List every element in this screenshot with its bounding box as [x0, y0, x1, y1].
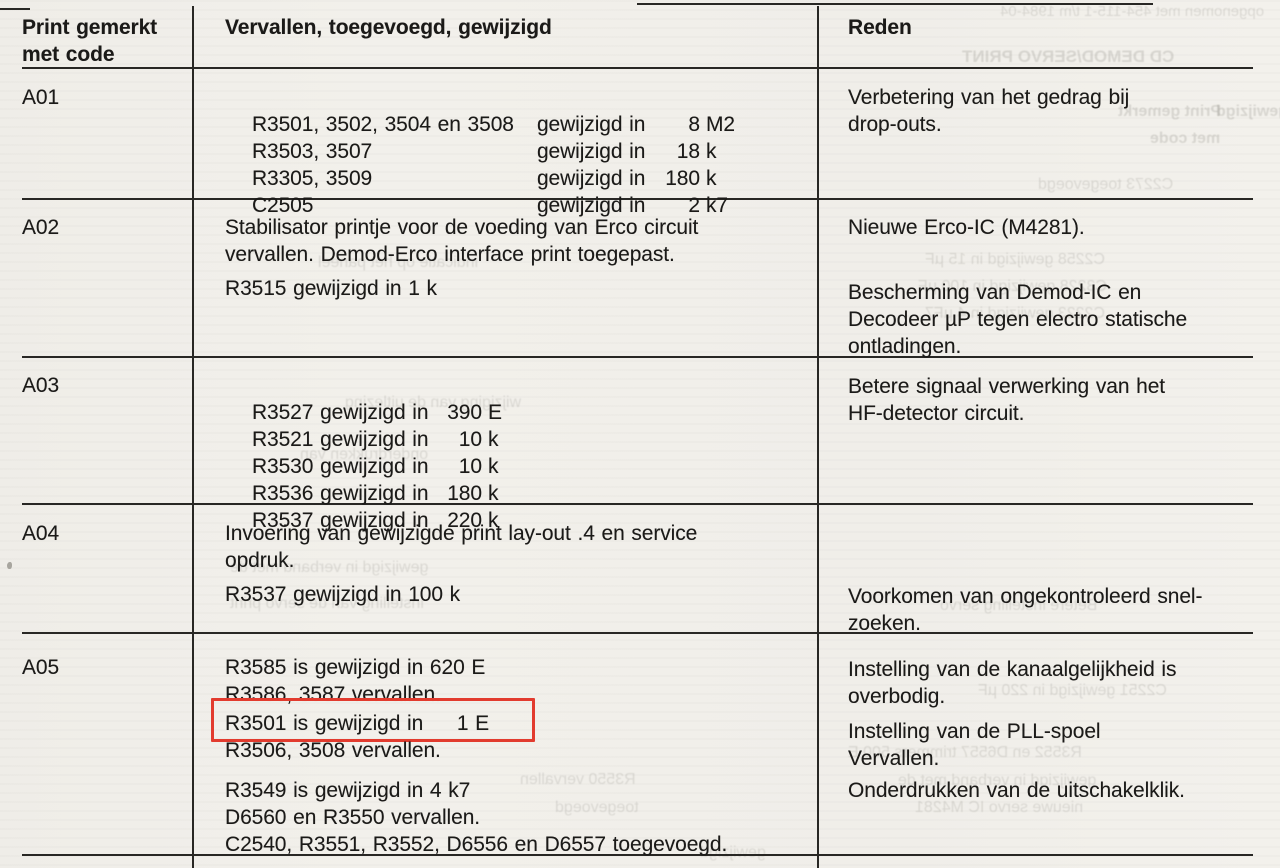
value-unit: k	[705, 140, 717, 163]
value-number: 18	[676, 140, 700, 163]
table-edge-fragment	[637, 3, 1153, 5]
value-number: 2	[688, 194, 700, 217]
row-divider	[22, 503, 1253, 505]
change-line: R3549 is gewijzigd in 4 k7	[225, 779, 471, 802]
value-number: 180	[665, 167, 700, 190]
change-action: gewijzigd in	[536, 113, 646, 136]
part-ref: C2505	[251, 194, 314, 217]
change-action: gewijzigd in	[536, 194, 646, 217]
part-ref: R3501, 3502, 3504 en 3508	[251, 113, 514, 136]
value-unit: k	[487, 509, 499, 532]
row-code: A04	[22, 522, 60, 545]
value-number: 10	[458, 428, 482, 451]
highlight-box	[211, 698, 535, 742]
reason-line: Decodeer µP tegen electro statische	[848, 308, 1188, 331]
value-unit: k7	[705, 194, 728, 217]
reason-line: Betere signaal verwerking van het	[848, 375, 1166, 398]
reason-line: zoeken.	[848, 612, 921, 635]
value-unit: k	[487, 428, 499, 451]
part-ref: R3537 gewijzigd in	[251, 509, 429, 532]
column-header-code: met code	[22, 43, 115, 66]
bleedthrough-text: R3550 vervallen	[520, 771, 636, 788]
value-number: 10	[458, 455, 482, 478]
part-ref: R3527 gewijzigd in	[251, 401, 429, 424]
row-code: A03	[22, 374, 60, 397]
column-header-changes: Vervallen, toegevoegd, gewijzigd	[225, 16, 552, 39]
bleedthrough-text: opgenomen met 454-115-1 t/m 1984-04	[1000, 3, 1265, 20]
reason-line: Instelling van de kanaalgelijkheid is	[848, 658, 1177, 681]
row-code: A05	[22, 656, 60, 679]
value-number: 220	[447, 509, 482, 532]
bleedthrough-text: CD DEMOD/SERVO PRINT	[962, 47, 1175, 66]
part-ref: R3536 gewijzigd in	[251, 482, 429, 505]
column-header-code: Print gemerkt	[22, 16, 158, 39]
bleedthrough-text: gewijzigd	[1216, 103, 1280, 120]
change-line: R3585 is gewijzigd in 620 E	[225, 656, 486, 679]
change-line: R3305, 3509 gewijzigd in 180 k	[225, 138, 717, 219]
reason-line: Onderdrukken van de uitschakelklik.	[848, 779, 1185, 802]
bleedthrough-text: toegevoegd	[555, 799, 639, 816]
reason-line: overbodig.	[848, 685, 946, 708]
part-ref: R3503, 3507	[251, 140, 373, 163]
change-line: Stabilisator printje voor de voeding van…	[225, 216, 699, 239]
part-ref: R3521 gewijzigd in	[251, 428, 429, 451]
change-line: Invoering van gewijzigde print lay-out .…	[225, 522, 698, 545]
change-line: opdruk.	[225, 549, 295, 572]
scan-artifact	[7, 562, 12, 569]
bleedthrough-text: met code	[1150, 130, 1221, 147]
value-unit: k	[705, 167, 717, 190]
change-line: C2505 gewijzigd in 2 k7	[225, 165, 728, 246]
change-line: vervallen. Demod-Erco interface print to…	[225, 243, 675, 266]
column-divider	[192, 6, 194, 868]
change-line: R3530 gewijzigd in 10 k	[225, 426, 499, 507]
change-line: R3537 gewijzigd in 100 k	[225, 583, 461, 606]
change-line: D6560 en R3550 vervallen.	[225, 806, 481, 829]
reason-line: HF-detector circuit.	[848, 402, 1025, 425]
bleedthrough-text: C2251 gewijzigd in 220 µF	[978, 682, 1167, 699]
change-line: R3527 gewijzigd in 390 E	[225, 372, 502, 453]
reason-line: Bescherming van Demod-IC en	[848, 281, 1142, 304]
row-divider	[22, 356, 1253, 358]
change-line: R3521 gewijzigd in 10 k	[225, 399, 499, 480]
part-ref: R3305, 3509	[251, 167, 373, 190]
bleedthrough-text: C2273 toegevoegd	[1038, 176, 1174, 193]
reason-line: Instelling van de PLL-spoel	[848, 720, 1101, 743]
value-unit: E	[487, 401, 502, 424]
row-divider	[22, 198, 1253, 200]
header-divider	[22, 67, 1253, 69]
row-code: A02	[22, 216, 60, 239]
change-line: R3501, 3502, 3504 en 3508 gewijzigd in 8 M2	[225, 84, 735, 165]
bleedthrough-text: C2258 gewijzigd in 15 µF	[925, 251, 1105, 268]
value-unit: k	[487, 482, 499, 505]
bleedthrough-text: Print gemerkt	[1118, 103, 1222, 120]
table-edge-fragment	[0, 8, 30, 10]
change-line: C2540, R3551, R3552, D6556 en D6557 toeg…	[225, 833, 728, 856]
change-action: gewijzigd in	[536, 167, 646, 190]
reason-line: ontladingen.	[848, 335, 962, 358]
change-line: R3506, 3508 vervallen.	[225, 739, 441, 762]
reason-line: Vervallen.	[848, 747, 940, 770]
column-header-reason: Reden	[848, 16, 912, 39]
change-line-highlighted: R3501 is gewijzigd in 1 E	[225, 712, 490, 735]
reason-line: Nieuwe Erco-IC (M4281).	[848, 216, 1085, 239]
value-number: 180	[447, 482, 482, 505]
change-line: R3537 gewijzigd in 220 k	[225, 480, 499, 561]
row-divider	[22, 854, 1253, 856]
reason-line: Voorkomen van ongekontroleerd snel-	[848, 585, 1203, 608]
change-action: gewijzigd in	[536, 140, 646, 163]
value-number: 8	[688, 113, 700, 136]
column-divider	[817, 6, 819, 868]
change-line: R3503, 3507 gewijzigd in 18 k	[225, 111, 717, 192]
row-code: A01	[22, 86, 60, 109]
value-unit: k	[487, 455, 499, 478]
reason-line: drop-outs.	[848, 113, 942, 136]
change-line: R3536 gewijzigd in 180 k	[225, 453, 499, 534]
change-line: R3515 gewijzigd in 1 k	[225, 277, 437, 300]
reason-line: Verbetering van het gedrag bij	[848, 86, 1130, 109]
value-number: 390	[447, 401, 482, 424]
row-divider	[22, 632, 1253, 634]
part-ref: R3530 gewijzigd in	[251, 455, 429, 478]
value-unit: M2	[705, 113, 735, 136]
